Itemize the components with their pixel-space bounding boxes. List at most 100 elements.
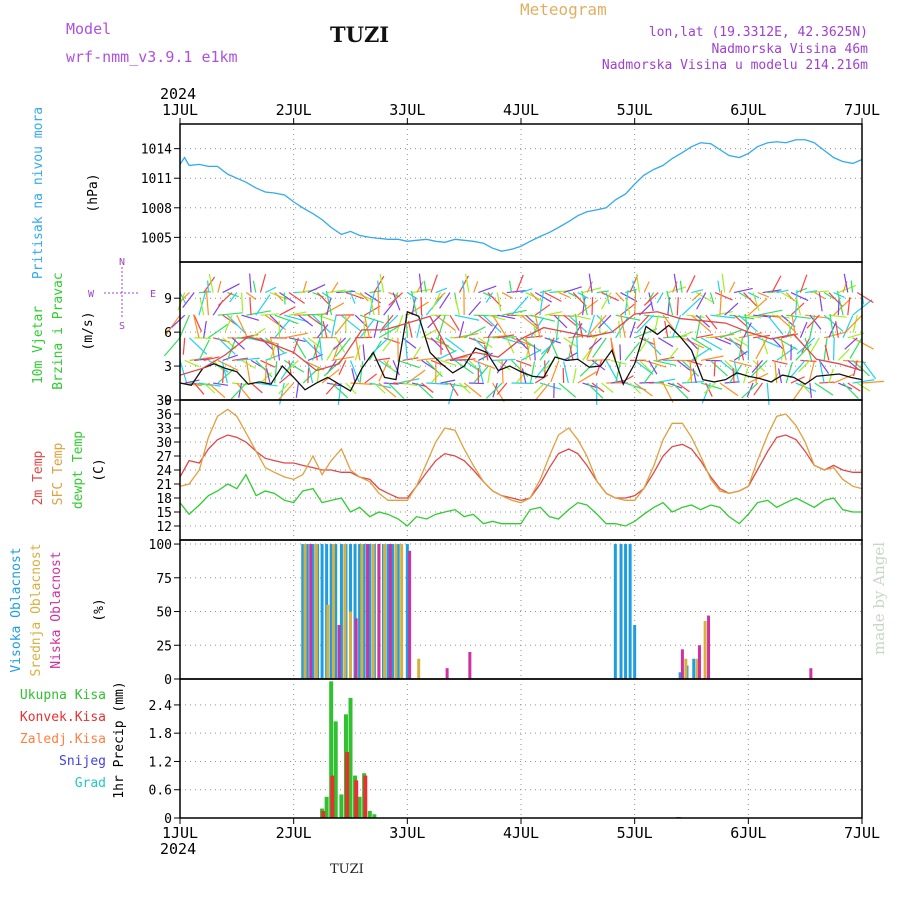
wind-barb <box>416 281 424 293</box>
wind-barb <box>589 314 607 335</box>
niska-oblacnost-bar <box>809 668 813 679</box>
wind-barb <box>597 314 612 329</box>
wind-barb <box>724 381 740 384</box>
wind-barb <box>733 287 753 294</box>
srednja-oblacnost-bar <box>343 544 347 679</box>
wind-barb <box>771 275 782 293</box>
y-tick-label: 12 <box>156 520 172 535</box>
wind-barb <box>463 382 482 398</box>
wind-barb <box>795 297 802 316</box>
konvek-kisa-bar <box>330 775 335 818</box>
legend-item: Zaledj.Kisa <box>20 732 106 747</box>
wind-barb <box>766 314 784 335</box>
srednja-oblacnost-bar <box>349 611 352 679</box>
wind-barb <box>563 337 579 348</box>
x-tick-label: 3JUL <box>389 101 425 119</box>
wind-barb <box>264 361 268 384</box>
wind-barb <box>714 337 732 345</box>
wind-barb <box>189 356 213 362</box>
wind-barb <box>222 354 238 361</box>
wind-barb <box>757 309 783 316</box>
y-axis-label: 10m Vjetar <box>31 306 46 384</box>
wind-barb <box>714 291 733 301</box>
wind-barb <box>530 292 540 302</box>
visoka-oblacnost-bar <box>339 544 343 679</box>
wind-barb <box>861 380 884 384</box>
wind-barb <box>615 361 622 384</box>
wind-barb <box>605 360 618 381</box>
wind-barb <box>184 359 200 368</box>
wind-barb <box>738 314 759 333</box>
wind-barb <box>744 313 749 338</box>
wind-barb <box>653 337 658 362</box>
wind-barb <box>755 337 768 360</box>
wind-barb <box>270 337 276 361</box>
srednja-oblacnost-bar <box>695 658 699 679</box>
wind-barb <box>786 314 812 320</box>
wind-barb <box>686 314 705 319</box>
wind-barb <box>728 281 736 293</box>
wind-barb <box>473 314 499 317</box>
wind-barb <box>804 337 813 362</box>
visoka-oblacnost-bar <box>692 658 696 679</box>
wind-barb <box>458 321 465 338</box>
wind-barb <box>751 360 763 373</box>
wind-barb <box>240 292 244 312</box>
wind-barb <box>423 280 427 293</box>
wind-barb <box>171 314 186 328</box>
wind-barb <box>852 315 858 333</box>
wind-barb <box>691 337 713 351</box>
wind-barb <box>416 382 434 399</box>
wind-barb <box>789 360 806 379</box>
wind-barb <box>663 335 688 339</box>
y-axis-label: Niska Oblacnost <box>49 551 64 668</box>
wind-barb <box>634 290 637 316</box>
wind-barb <box>378 360 389 382</box>
wind-barb <box>468 382 484 385</box>
compass-south: S <box>119 321 125 332</box>
wind-barb <box>338 360 347 376</box>
legend-item: Konvek.Kisa <box>20 710 106 725</box>
wind-barb <box>497 334 515 339</box>
wind-barb <box>179 314 191 339</box>
visoka-oblacnost-bar <box>613 544 617 679</box>
wind-barb <box>843 273 849 293</box>
wind-barb <box>596 290 609 294</box>
wind-barb <box>771 337 785 351</box>
coords-label: lon,lat (19.3312E, 42.3625N) <box>648 25 868 40</box>
unit-label: 1hr Precip (mm) <box>112 681 127 798</box>
wind-barb <box>753 382 764 396</box>
wind-barb <box>842 315 854 339</box>
wind-barb <box>555 315 560 341</box>
y-tick-label: 36 <box>156 408 172 423</box>
niska-oblacnost-bar <box>707 615 711 679</box>
wind-barb <box>435 349 457 361</box>
wind-barb <box>672 281 678 293</box>
wind-barb <box>437 314 446 340</box>
compass-north: N <box>119 257 125 268</box>
konvek-kisa-bar <box>363 775 368 818</box>
wind-barb <box>321 368 340 384</box>
wind-barb <box>221 361 228 384</box>
wind-barb <box>776 314 796 333</box>
wind-barb <box>724 302 739 316</box>
wind-barb <box>719 382 739 397</box>
wind-barb <box>312 338 321 361</box>
wind-barb <box>293 337 307 359</box>
wind-barb <box>572 368 577 384</box>
x-tick-label: 1JUL <box>162 101 198 119</box>
ukupna-kisa-bar <box>329 681 334 818</box>
wind-barb <box>473 337 492 356</box>
wind-barb <box>402 337 417 349</box>
wind-barb <box>777 368 783 384</box>
wind-series-line <box>179 310 863 392</box>
wind-barb <box>411 297 417 316</box>
wind-barb <box>847 382 861 392</box>
wind-barb <box>382 337 394 352</box>
wind-barb <box>771 314 790 319</box>
wind-barb <box>535 382 550 401</box>
wind-barb <box>217 312 243 316</box>
visoka-oblacnost-bar <box>358 544 362 679</box>
wind-barb <box>383 382 399 385</box>
